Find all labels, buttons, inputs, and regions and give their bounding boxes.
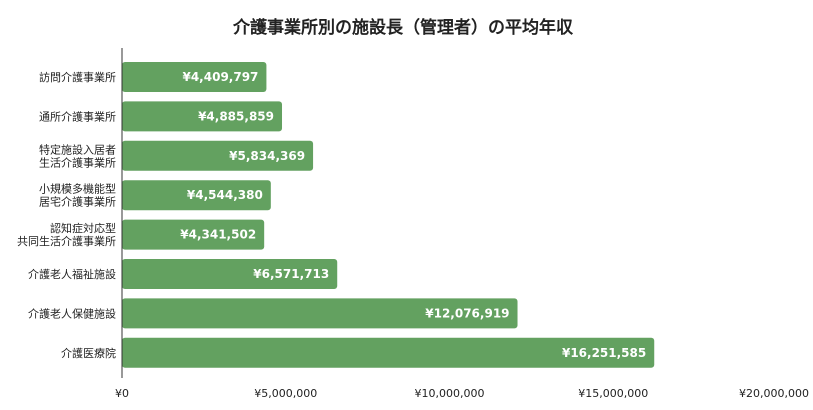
x-tick-label: ¥15,000,000 (578, 387, 648, 400)
x-axis-ticks-layer: ¥0 ¥5,000,000 ¥10,000,000 ¥15,000,000 ¥20,00… (115, 387, 809, 400)
category-label: 介護医療院 (61, 346, 116, 360)
category-label: 生活介護事業所 (39, 155, 116, 169)
bar-5 (122, 259, 338, 289)
chart-title: 介護事業所別の施設長（管理者）の平均年収 (232, 17, 574, 38)
x-tick-label: ¥0 (115, 387, 129, 400)
category-label: 介護老人保健施設 (28, 306, 116, 320)
bar-2 (122, 140, 314, 171)
category-label: 介護老人福祉施設 (28, 267, 116, 281)
bar-value-label: ¥6,571,713 (253, 267, 329, 281)
category-label: 共同生活介護事業所 (17, 234, 116, 248)
bar-4 (122, 219, 265, 250)
category-label: 居宅介護事業所 (39, 195, 116, 209)
x-tick-label: ¥20,000,000 (739, 387, 809, 400)
bar-1 (122, 101, 283, 132)
bars-layer: ¥4,409,797 ¥4,885,859 ¥5,834,369 ¥4,544,380… (122, 62, 655, 368)
bar-value-label: ¥4,544,380 (187, 188, 263, 202)
category-label: 通所介護事業所 (39, 109, 116, 123)
bar-value-label: ¥4,409,797 (182, 70, 258, 84)
bar-6 (122, 298, 518, 329)
category-label: 小規模多機能型 (39, 182, 116, 196)
bar-value-label: ¥16,251,585 (562, 346, 646, 360)
bar-value-label: ¥5,834,369 (229, 149, 305, 163)
category-labels-layer: 訪問介護事業所通所介護事業所特定施設入居者生活介護事業所小規模多機能型居宅介護事… (17, 70, 116, 360)
bar-value-label: ¥4,341,502 (180, 228, 256, 242)
bar-value-label: ¥12,076,919 (425, 306, 509, 320)
category-label: 認知症対応型 (50, 221, 116, 235)
bar-7 (122, 337, 655, 368)
bar-3 (122, 180, 271, 211)
category-label: 特定施設入居者 (39, 142, 116, 156)
x-tick-label: ¥10,000,000 (415, 387, 485, 400)
x-tick-label: ¥5,000,000 (254, 387, 317, 400)
bar-value-label: ¥4,885,859 (198, 109, 274, 123)
bar-0 (122, 62, 267, 92)
category-label: 訪問介護事業所 (39, 70, 116, 84)
